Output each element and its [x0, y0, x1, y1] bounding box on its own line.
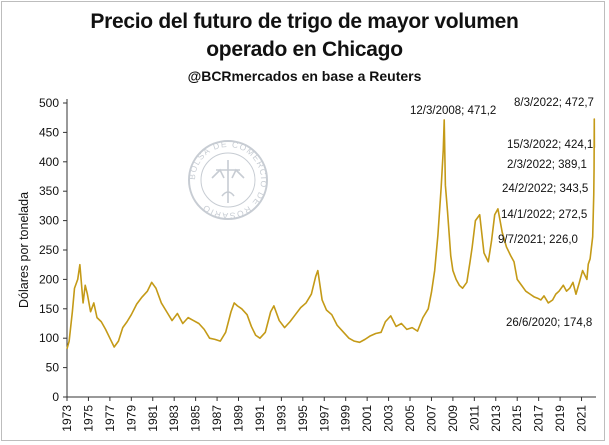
x-tick-label: 2019: [553, 405, 567, 432]
y-tick-label: 50: [46, 361, 60, 375]
x-tick-label: 1987: [210, 405, 224, 432]
series-line-0: [66, 118, 596, 349]
x-tick-label: 1975: [81, 405, 95, 432]
y-tick-label: 200: [39, 272, 59, 286]
chart-subtitle: @BCRmercados en base a Reuters: [187, 68, 422, 84]
annotation-label: 9/7/2021; 226,0: [498, 234, 578, 246]
x-tick-label: 2013: [489, 405, 503, 432]
x-tick-label: 1985: [189, 405, 203, 432]
y-tick-label: 450: [39, 125, 59, 139]
x-tick-label: 2003: [382, 405, 396, 432]
y-ticks: 0 50 100 150 200 250 300 350 400 450 500: [39, 96, 67, 404]
series-group: [66, 118, 596, 349]
y-axis-label: Dólares por tonelada: [17, 192, 31, 308]
bcr-seal-watermark: BOLSA DE COMERCIO DE ROSARIO: [187, 139, 268, 221]
x-tick-label: 1993: [274, 405, 288, 432]
x-tick-label: 2011: [467, 405, 481, 431]
annotation-label: 12/3/2008; 471,2: [410, 105, 496, 117]
x-ticks: 1973 1975 1977 1979 1981 1983 1985 1987 1989 1991…: [60, 397, 589, 432]
x-tick-label: 1983: [167, 405, 181, 432]
y-tick-label: 150: [39, 302, 59, 316]
x-tick-label: 1999: [339, 405, 353, 432]
x-tick-label: 2005: [403, 405, 417, 432]
x-tick-label: 1979: [124, 405, 138, 432]
x-tick-label: 2009: [446, 405, 460, 432]
chart-title-line2: operado en Chicago: [206, 38, 403, 61]
x-tick-label: 2001: [360, 405, 374, 432]
x-tick-label: 2007: [424, 405, 438, 432]
chart-title: Precio del futuro de trigo de mayor volu…: [90, 10, 519, 33]
x-tick-label: 1997: [317, 405, 331, 432]
x-tick-label: 2021: [575, 405, 589, 432]
annotation-label: 15/3/2022; 424,1: [507, 139, 593, 151]
y-tick-label: 0: [52, 390, 59, 404]
annotation-label: 2/3/2022; 389,1: [507, 159, 587, 171]
annotations-group: 12/3/2008; 471,2 8/3/2022; 472,7 15/3/2022…: [410, 97, 594, 329]
annotation-label: 26/6/2020; 174,8: [506, 317, 592, 329]
x-tick-label: 1995: [296, 405, 310, 432]
annotation-label: 14/1/2022; 272,5: [501, 209, 587, 221]
y-tick-label: 250: [39, 243, 59, 257]
x-tick-label: 1981: [146, 405, 160, 432]
y-tick-label: 300: [39, 214, 59, 228]
x-tick-label: 1989: [232, 405, 246, 432]
y-tick-label: 500: [39, 96, 59, 110]
annotation-label: 8/3/2022; 472,7: [514, 97, 594, 109]
x-tick-label: 1977: [103, 405, 117, 432]
y-tick-label: 400: [39, 155, 59, 169]
x-tick-label: 1973: [60, 405, 74, 432]
y-tick-label: 100: [39, 331, 59, 345]
y-tick-label: 350: [39, 184, 59, 198]
x-tick-label: 1991: [253, 405, 267, 432]
x-tick-label: 2017: [532, 405, 546, 432]
annotation-label: 24/2/2022; 343,5: [502, 183, 588, 195]
x-tick-label: 2015: [510, 405, 524, 432]
